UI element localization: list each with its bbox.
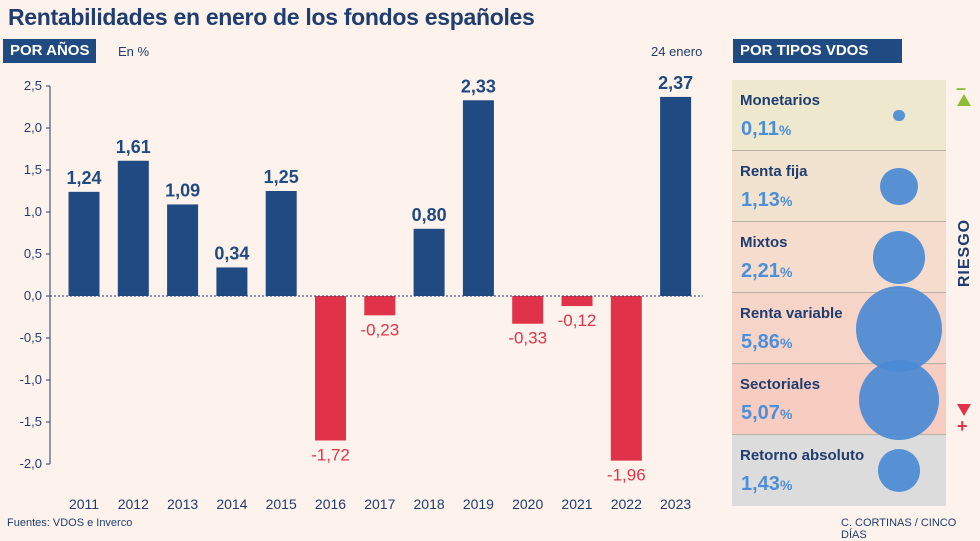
x-tick-label: 2021: [561, 496, 592, 512]
data-label-2016: -1,72: [311, 445, 350, 464]
y-tick-label: 1,5: [24, 162, 42, 177]
fund-type-name: Mixtos: [740, 234, 788, 251]
bar-2012: [117, 160, 149, 296]
fund-type-value: 0,11%: [741, 118, 792, 140]
bar-2015: [265, 191, 297, 296]
chart-title: Rentabilidades en enero de los fondos es…: [8, 4, 535, 30]
fund-type-name: Renta variable: [740, 305, 843, 322]
unit-note: En %: [118, 44, 150, 59]
x-tick-label: 2015: [266, 496, 297, 512]
y-tick-label: 2,0: [24, 120, 42, 135]
bar-2011: [68, 191, 100, 296]
fund-type-row: Sectoriales 5,07%: [732, 359, 946, 440]
data-label-2012: 1,61: [116, 137, 151, 157]
by-type-tag: POR TIPOS VDOS: [733, 39, 902, 63]
bar-2021: [561, 296, 593, 307]
fund-type-value: 5,07%: [741, 402, 793, 424]
fund-type-value: 5,86%: [741, 331, 793, 353]
risk-plus: +: [957, 416, 968, 436]
row-divider: [732, 150, 946, 151]
x-tick-label: 2013: [167, 496, 198, 512]
risk-down-arrow: [957, 404, 971, 416]
data-label-2022: -1,96: [607, 466, 646, 485]
fund-type-name: Monetarios: [740, 92, 821, 109]
bar-2022: [610, 296, 642, 461]
y-tick-label: 1,0: [24, 204, 42, 219]
bar-2019: [462, 100, 494, 296]
data-label-2013: 1,09: [165, 180, 200, 200]
x-tick-label: 2020: [512, 496, 543, 512]
bar-chart: 2,5 2,0 1,5 1,0 0,5 0,0 -0,5 -1,0 -1,5 -2,0 1,24 20…: [20, 73, 703, 512]
data-label-2017: -0,23: [360, 320, 399, 339]
x-tick-label: 2012: [118, 496, 149, 512]
bar-2018: [413, 228, 445, 296]
fund-type-bubble: [856, 285, 942, 372]
data-label-2014: 0,34: [214, 243, 249, 263]
y-tick-label: -1,0: [20, 372, 42, 387]
fund-type-name: Sectoriales: [740, 376, 821, 393]
bar-2013: [167, 204, 199, 296]
x-tick-label: 2019: [463, 496, 494, 512]
risk-up-arrow: [957, 94, 971, 106]
bar-2023: [660, 96, 692, 296]
y-tick-label: 0,0: [24, 288, 42, 303]
fund-type-name: Renta fija: [740, 163, 808, 180]
y-tick-label: 2,5: [24, 78, 42, 93]
x-tick-label: 2018: [414, 496, 445, 512]
footer-source: Fuentes: VDOS e Inverco: [7, 517, 133, 529]
row-divider: [732, 221, 946, 222]
by-year-tag: POR AÑOS: [3, 39, 97, 63]
bar-2020: [512, 296, 544, 324]
x-tick-label: 2014: [216, 496, 247, 512]
fund-type-bubble: [859, 359, 939, 440]
x-tick-label: 2011: [69, 496, 99, 512]
fund-type-row: Renta fija 1,13%: [732, 151, 946, 222]
data-label-2021: -0,12: [558, 311, 597, 330]
fund-type-row: Retorno absoluto 1,43%: [732, 435, 946, 506]
data-label-2015: 1,25: [264, 167, 299, 187]
data-label-2019: 2,33: [461, 76, 496, 96]
fund-type-row: Mixtos 2,21%: [732, 222, 946, 293]
row-divider: [732, 292, 946, 293]
fund-type-bubble: [893, 109, 905, 122]
x-tick-label: 2016: [315, 496, 346, 512]
y-tick-label: -2,0: [20, 456, 42, 471]
row-divider: [732, 363, 946, 364]
risk-minus: –: [956, 78, 967, 98]
fund-type-value: 1,13%: [741, 189, 793, 211]
date-note: 24 enero: [651, 44, 703, 59]
risk-label: RIESGO: [956, 218, 973, 288]
bar-2016: [315, 296, 346, 441]
fund-type-row: Monetarios 0,11%: [732, 80, 946, 151]
fund-type-value: 2,21%: [741, 260, 793, 282]
fund-type-bubble: [880, 167, 918, 206]
footer-credit: C. CORTINAS / CINCO DÍAS: [841, 517, 957, 541]
x-tick-label: 2023: [660, 496, 691, 512]
bar-2014: [216, 267, 248, 296]
data-label-2011: 1,24: [66, 168, 101, 188]
row-divider: [732, 434, 946, 435]
risk-scale: [957, 94, 971, 416]
fund-type-row: Renta variable 5,86%: [732, 285, 946, 372]
data-label-2020: -0,33: [508, 329, 547, 348]
fund-type-bubble: [872, 231, 926, 284]
y-tick-label: -0,5: [20, 330, 42, 345]
y-tick-label: -1,5: [20, 414, 42, 429]
x-tick-label: 2022: [611, 496, 642, 512]
y-tick-label: 0,5: [24, 246, 42, 261]
fund-type-value: 1,43%: [741, 473, 793, 495]
data-label-2023: 2,37: [658, 73, 693, 93]
bar-2017: [364, 296, 396, 316]
fund-type-panel: Monetarios 0,11% Renta fija 1,13% Mixtos 2,21…: [732, 80, 946, 506]
x-tick-label: 2017: [364, 496, 395, 512]
fund-type-name: Retorno absoluto: [740, 447, 865, 464]
fund-type-bubble: [877, 449, 921, 492]
data-label-2018: 0,80: [412, 205, 447, 225]
